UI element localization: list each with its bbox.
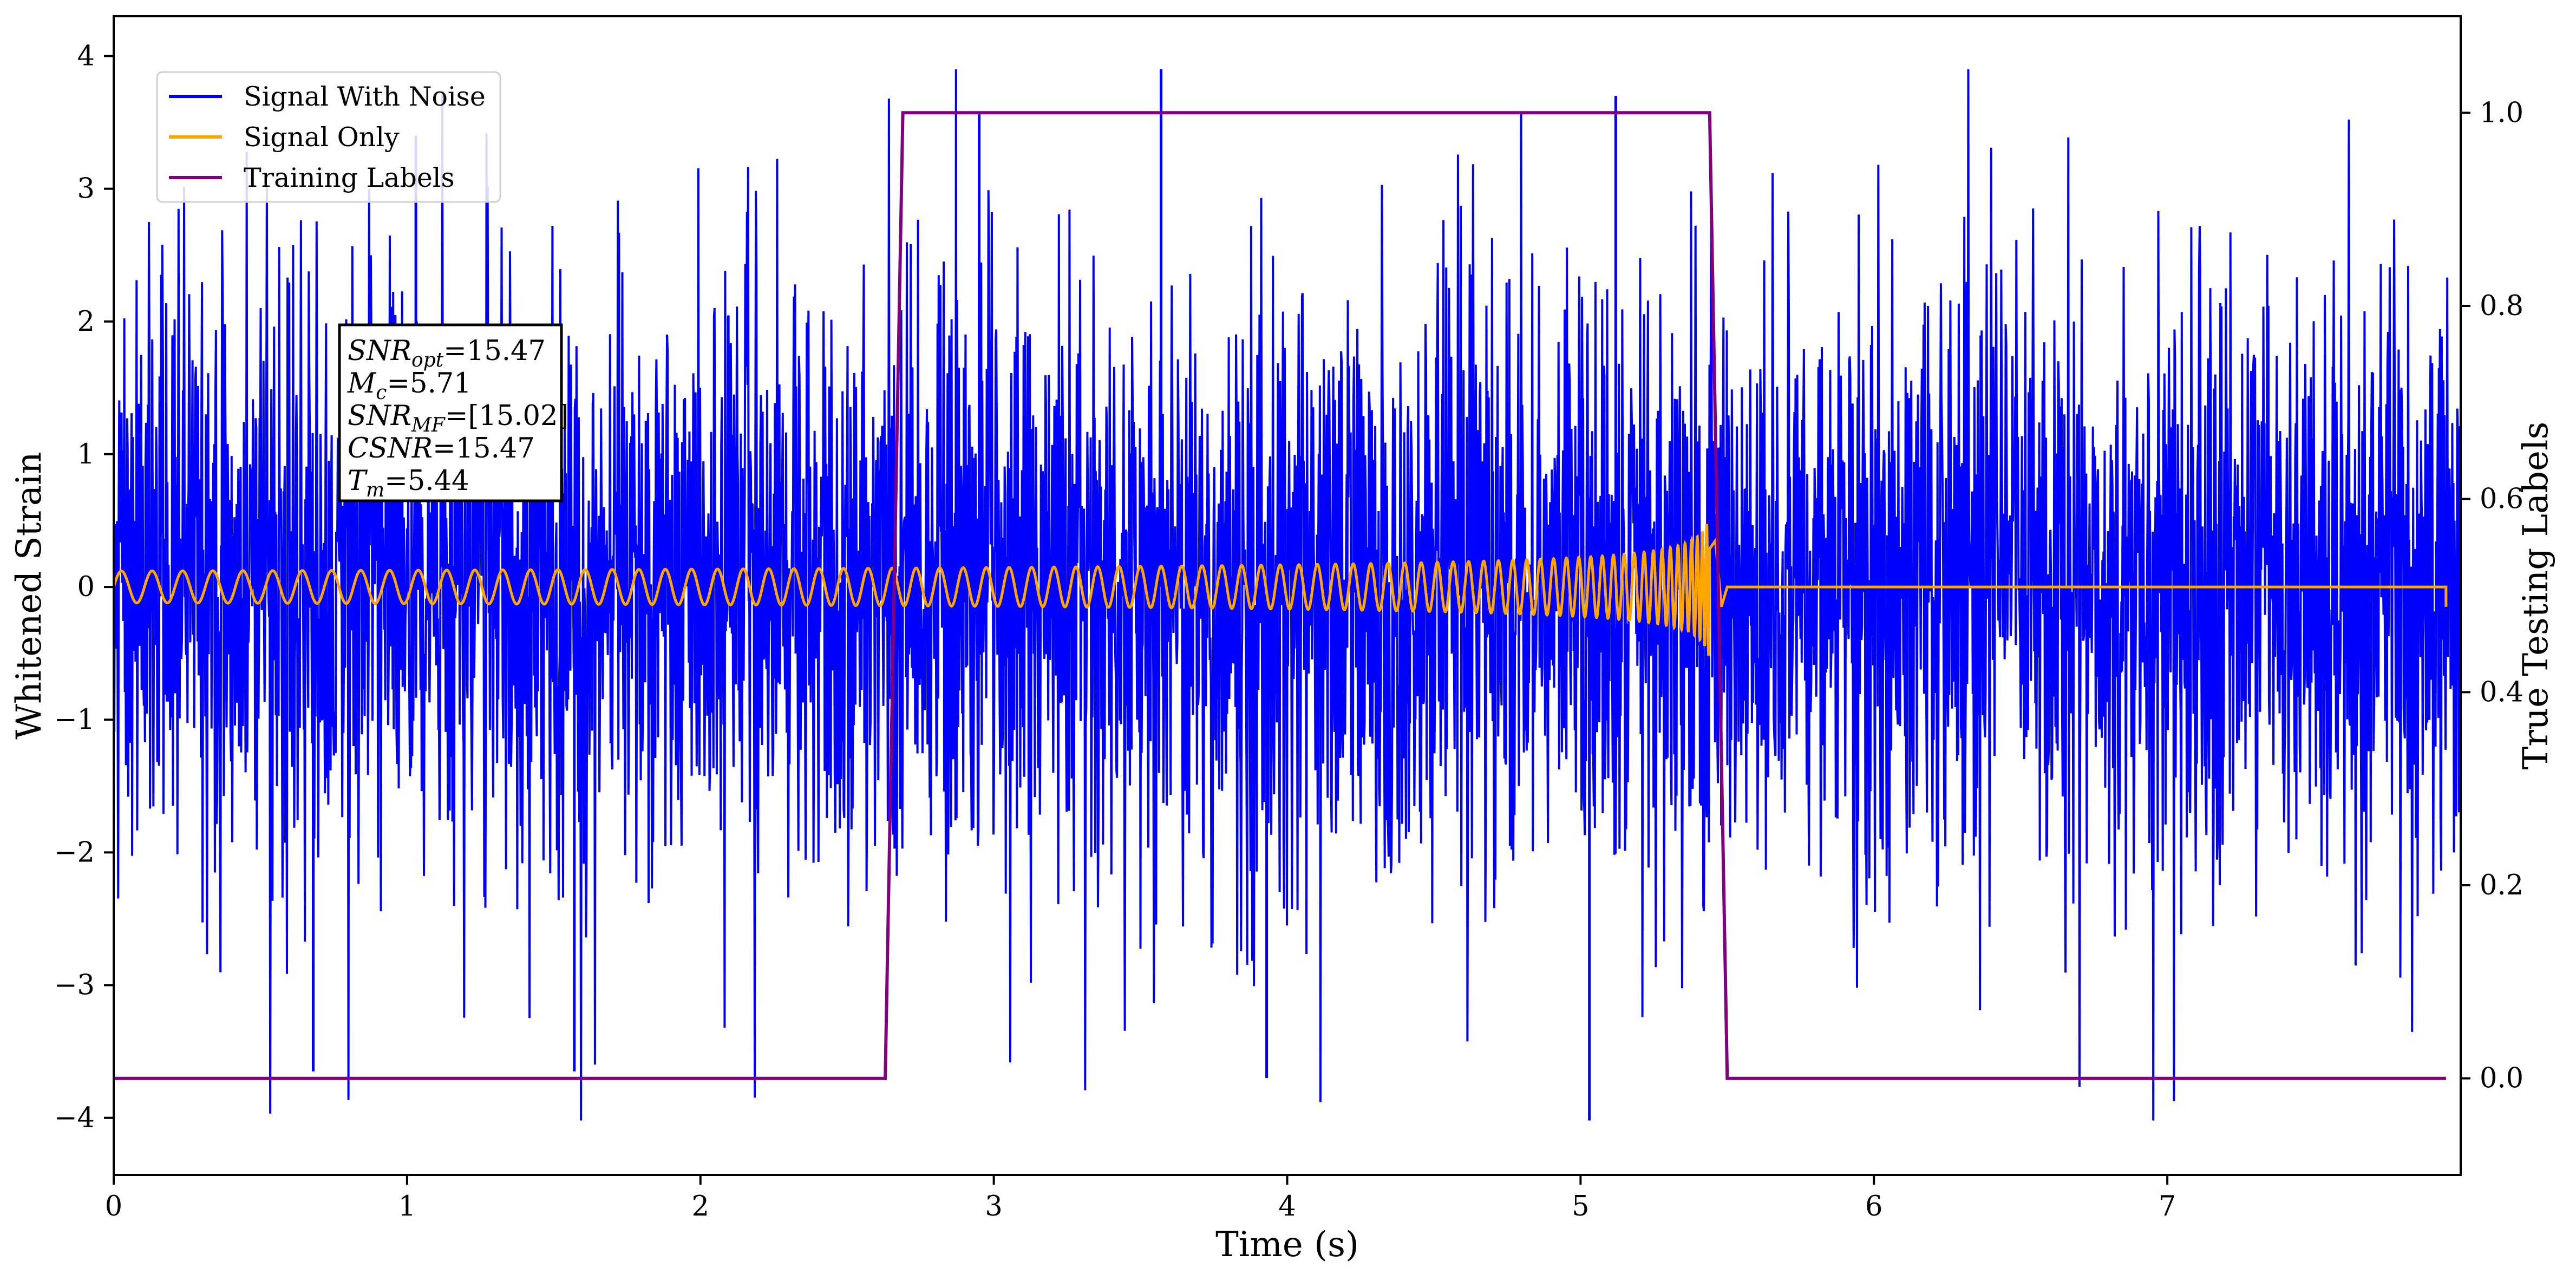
x-axis-title: Time (s)	[1215, 1225, 1359, 1265]
y-tick-label-5: 1	[77, 439, 95, 471]
y2-tick-label-3: 0.6	[2480, 484, 2523, 515]
annotation-value-4: =5.44	[384, 465, 469, 497]
y2-tick-label-5: 1.0	[2480, 97, 2523, 129]
y-tick-label-1: −3	[54, 969, 95, 1001]
y-tick-label-0: −4	[54, 1102, 95, 1134]
legend-label-training-labels: Training Labels	[244, 162, 455, 193]
annotation-symbol-1: M	[347, 368, 377, 400]
parameter-annotation-box: SNRopt=15.47Mc=5.71SNRMF=[15.02]CSNR=15.…	[338, 323, 568, 502]
x-tick-label-6: 6	[1865, 1191, 1882, 1223]
y-tick-label-6: 2	[77, 306, 95, 338]
annotation-subscript-0: opt	[411, 349, 444, 371]
annotation-line-3: CSNR=15.47	[348, 433, 535, 465]
annotation-line-1: Mc=5.71	[347, 368, 472, 404]
legend-box	[156, 71, 501, 203]
annotation-symbol-3: CSNR	[348, 433, 433, 465]
y2-tick-label-0: 0.0	[2480, 1063, 2523, 1095]
y-axis-left-title: Whitened Strain	[9, 452, 49, 739]
series-line-signal-only	[114, 524, 2448, 656]
x-tick-label-3: 3	[985, 1191, 1002, 1223]
y-tick-label-2: −2	[54, 837, 95, 868]
y-tick-label-4: 0	[77, 571, 95, 603]
x-axis: 0 1 2 3 4 5 6 7	[105, 1175, 2176, 1223]
x-tick-label-7: 7	[2159, 1191, 2176, 1223]
annotation-symbol-0: SNR	[348, 335, 411, 367]
x-tick-label-5: 5	[1572, 1191, 1589, 1223]
x-tick-label-0: 0	[105, 1191, 122, 1223]
y-tick-label-3: −1	[54, 704, 95, 736]
x-tick-label-4: 4	[1278, 1191, 1296, 1223]
annotation-value-0: =15.47	[443, 335, 546, 367]
annotation-value-2: =[15.02]	[445, 400, 569, 432]
annotation-line-0: SNRopt=15.47	[348, 335, 546, 371]
annotation-value-3: =15.47	[433, 433, 535, 465]
legend: Signal With Noise Signal Only Training L…	[156, 71, 501, 203]
y-tick-label-7: 3	[77, 173, 95, 205]
series-line-training-labels	[114, 111, 2446, 1080]
y-axis-right-title: True Testing Labels	[2516, 422, 2556, 770]
annotation-line-4: Tm=5.44	[348, 465, 469, 501]
annotation-subscript-1: c	[376, 382, 387, 404]
annotation-line-2: SNRMF=[15.02]	[348, 400, 568, 436]
x-tick-label-2: 2	[692, 1191, 709, 1223]
y-axis-left: −4 −3 −2 −1 0 1 2 3 4	[54, 41, 114, 1134]
legend-label-signal-with-noise: Signal With Noise	[244, 81, 486, 112]
y-axis-right: 0.0 0.2 0.4 0.6 0.8 1.0	[2461, 97, 2523, 1095]
x-tick-label-1: 1	[398, 1191, 416, 1223]
annotation-subscript-2: MF	[411, 414, 446, 436]
y-tick-label-8: 4	[77, 41, 95, 73]
annotation-frame	[338, 323, 563, 502]
y2-tick-label-2: 0.4	[2480, 676, 2523, 708]
annotation-value-1: =5.71	[387, 368, 471, 400]
y2-tick-label-1: 0.2	[2480, 870, 2523, 901]
annotation-symbol-2: SNR	[348, 400, 411, 432]
annotation-subscript-4: m	[366, 479, 384, 501]
annotation-symbol-4: T	[348, 465, 368, 497]
y2-tick-label-4: 0.8	[2480, 290, 2523, 322]
legend-label-signal-only: Signal Only	[244, 122, 400, 153]
